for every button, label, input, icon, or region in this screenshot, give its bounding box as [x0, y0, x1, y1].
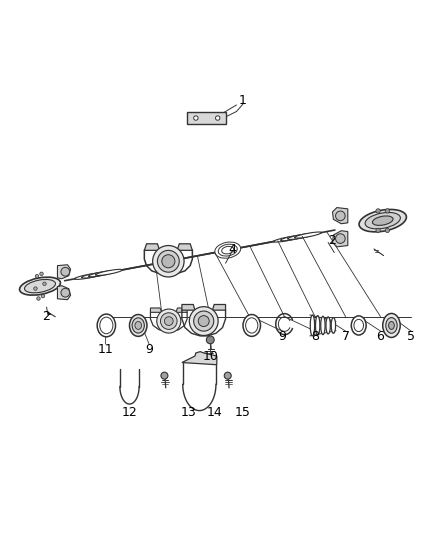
Ellipse shape: [162, 255, 175, 268]
Circle shape: [376, 209, 380, 213]
Circle shape: [43, 282, 46, 286]
FancyBboxPatch shape: [187, 112, 226, 124]
Text: 10: 10: [202, 350, 218, 362]
Circle shape: [41, 294, 45, 298]
Ellipse shape: [152, 246, 184, 277]
Ellipse shape: [198, 316, 209, 327]
Polygon shape: [176, 308, 187, 312]
Text: 14: 14: [207, 406, 223, 419]
Circle shape: [206, 336, 214, 344]
Ellipse shape: [132, 318, 145, 333]
Polygon shape: [57, 286, 71, 300]
Text: 15: 15: [235, 406, 251, 419]
Ellipse shape: [100, 317, 113, 334]
Ellipse shape: [354, 319, 364, 332]
Ellipse shape: [157, 251, 179, 272]
Polygon shape: [332, 207, 348, 224]
Circle shape: [34, 287, 37, 290]
Circle shape: [37, 297, 40, 300]
Circle shape: [385, 228, 389, 232]
Ellipse shape: [383, 313, 400, 337]
Text: 7: 7: [342, 330, 350, 343]
Circle shape: [194, 116, 198, 120]
Text: 6: 6: [377, 330, 385, 343]
Circle shape: [336, 234, 345, 244]
Text: 8: 8: [311, 330, 319, 343]
Circle shape: [61, 268, 70, 276]
Ellipse shape: [194, 311, 214, 331]
Circle shape: [40, 272, 43, 276]
Ellipse shape: [95, 269, 123, 276]
Ellipse shape: [164, 317, 173, 326]
Ellipse shape: [88, 271, 116, 277]
Ellipse shape: [331, 318, 336, 333]
Ellipse shape: [246, 318, 258, 333]
Text: 3: 3: [158, 260, 166, 273]
Ellipse shape: [74, 273, 102, 279]
Polygon shape: [332, 231, 348, 247]
Circle shape: [376, 228, 380, 232]
Ellipse shape: [160, 313, 177, 329]
Ellipse shape: [372, 216, 393, 225]
Text: 2: 2: [328, 234, 336, 247]
Ellipse shape: [365, 213, 400, 229]
Polygon shape: [150, 308, 162, 312]
Polygon shape: [145, 244, 159, 251]
Ellipse shape: [243, 314, 261, 336]
Ellipse shape: [351, 316, 366, 335]
Circle shape: [35, 274, 39, 278]
Ellipse shape: [315, 316, 320, 335]
Polygon shape: [182, 352, 217, 365]
Ellipse shape: [386, 318, 397, 333]
Ellipse shape: [359, 209, 406, 232]
Polygon shape: [57, 265, 71, 279]
Ellipse shape: [274, 236, 300, 242]
Text: 9: 9: [279, 330, 286, 343]
Text: 4: 4: [228, 243, 236, 255]
Circle shape: [61, 288, 70, 297]
Polygon shape: [177, 244, 192, 251]
Ellipse shape: [288, 233, 314, 239]
Circle shape: [385, 209, 389, 213]
Circle shape: [336, 211, 345, 221]
Text: 1: 1: [239, 94, 247, 107]
Text: 5: 5: [407, 330, 415, 343]
Ellipse shape: [294, 232, 321, 238]
Circle shape: [224, 372, 231, 379]
Ellipse shape: [222, 246, 234, 254]
Ellipse shape: [97, 314, 116, 337]
Ellipse shape: [218, 244, 237, 256]
Text: 12: 12: [122, 406, 138, 419]
Ellipse shape: [189, 306, 218, 335]
Text: 13: 13: [180, 406, 196, 419]
Ellipse shape: [326, 317, 330, 334]
Ellipse shape: [281, 235, 307, 241]
Ellipse shape: [135, 321, 141, 329]
Ellipse shape: [157, 309, 181, 333]
Ellipse shape: [25, 279, 56, 293]
Polygon shape: [212, 304, 226, 310]
Polygon shape: [182, 304, 195, 310]
Ellipse shape: [389, 321, 394, 329]
Ellipse shape: [20, 277, 60, 295]
Text: 2: 2: [42, 310, 50, 323]
Text: 9: 9: [145, 343, 153, 356]
Ellipse shape: [81, 272, 109, 278]
Circle shape: [161, 372, 168, 379]
Text: 11: 11: [98, 343, 113, 356]
Ellipse shape: [215, 242, 241, 258]
Ellipse shape: [321, 316, 325, 335]
Circle shape: [215, 116, 220, 120]
Ellipse shape: [310, 315, 314, 336]
Ellipse shape: [130, 314, 147, 336]
